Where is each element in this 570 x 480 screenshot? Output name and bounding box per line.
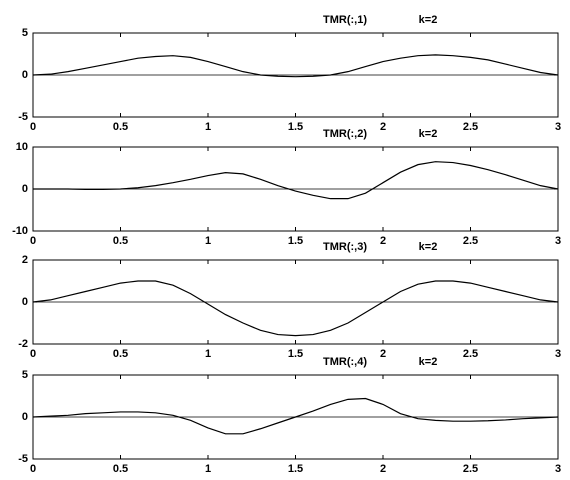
data-line <box>33 161 559 200</box>
subplot-annotation: k=2 <box>419 241 438 253</box>
x-tick-label: 0.5 <box>113 463 128 475</box>
x-tick-label: 2.5 <box>463 348 478 360</box>
y-tick-label: -5 <box>18 111 28 123</box>
x-tick-label: 0 <box>30 235 36 247</box>
y-tick-label: 0 <box>22 296 28 308</box>
x-tick-label: 1 <box>205 235 211 247</box>
x-tick-label: 1 <box>205 463 211 475</box>
x-tick-label: 1.5 <box>288 348 303 360</box>
x-tick-label: 0 <box>30 463 36 475</box>
x-tick-label: 1 <box>205 121 211 133</box>
x-tick-label: 3 <box>555 348 561 360</box>
y-tick-label: 10 <box>16 141 28 153</box>
x-tick-label: 1.5 <box>288 235 303 247</box>
x-tick-label: 0.5 <box>113 348 128 360</box>
data-line <box>32 280 559 337</box>
x-tick-label: 0 <box>30 121 36 133</box>
x-tick-label: 2 <box>380 463 386 475</box>
subplot-annotation: k=2 <box>419 356 438 368</box>
subplot-title: TMR(:,2) <box>323 128 367 140</box>
subplot-title: TMR(:,1) <box>323 14 367 26</box>
y-tick-label: -2 <box>18 338 28 350</box>
x-tick-label: 3 <box>555 235 561 247</box>
y-tick-label: 2 <box>22 254 28 266</box>
subplot-title: TMR(:,3) <box>323 241 367 253</box>
x-tick-label: 3 <box>555 463 561 475</box>
subplot-annotation: k=2 <box>419 128 438 140</box>
x-tick-label: 3 <box>555 121 561 133</box>
y-tick-label: 0 <box>22 183 28 195</box>
x-tick-label: 0.5 <box>113 235 128 247</box>
y-tick-label: 0 <box>22 69 28 81</box>
data-line <box>32 397 559 435</box>
x-tick-label: 1.5 <box>288 121 303 133</box>
x-tick-label: 0.5 <box>113 121 128 133</box>
x-tick-label: 2 <box>380 121 386 133</box>
x-tick-label: 2.5 <box>463 235 478 247</box>
x-tick-label: 2 <box>380 348 386 360</box>
y-tick-label: 0 <box>22 411 28 423</box>
y-tick-label: -5 <box>18 453 28 465</box>
x-tick-label: 1 <box>205 348 211 360</box>
data-line <box>32 54 559 78</box>
x-tick-label: 2 <box>380 235 386 247</box>
x-tick-label: 2.5 <box>463 121 478 133</box>
x-tick-label: 0 <box>30 348 36 360</box>
y-tick-label: -10 <box>12 225 28 237</box>
y-tick-label: 5 <box>22 369 28 381</box>
subplot-title: TMR(:,4) <box>323 356 367 368</box>
subplot-annotation: k=2 <box>419 14 438 26</box>
x-tick-label: 1.5 <box>288 463 303 475</box>
x-tick-label: 2.5 <box>463 463 478 475</box>
y-tick-label: 5 <box>22 27 28 39</box>
